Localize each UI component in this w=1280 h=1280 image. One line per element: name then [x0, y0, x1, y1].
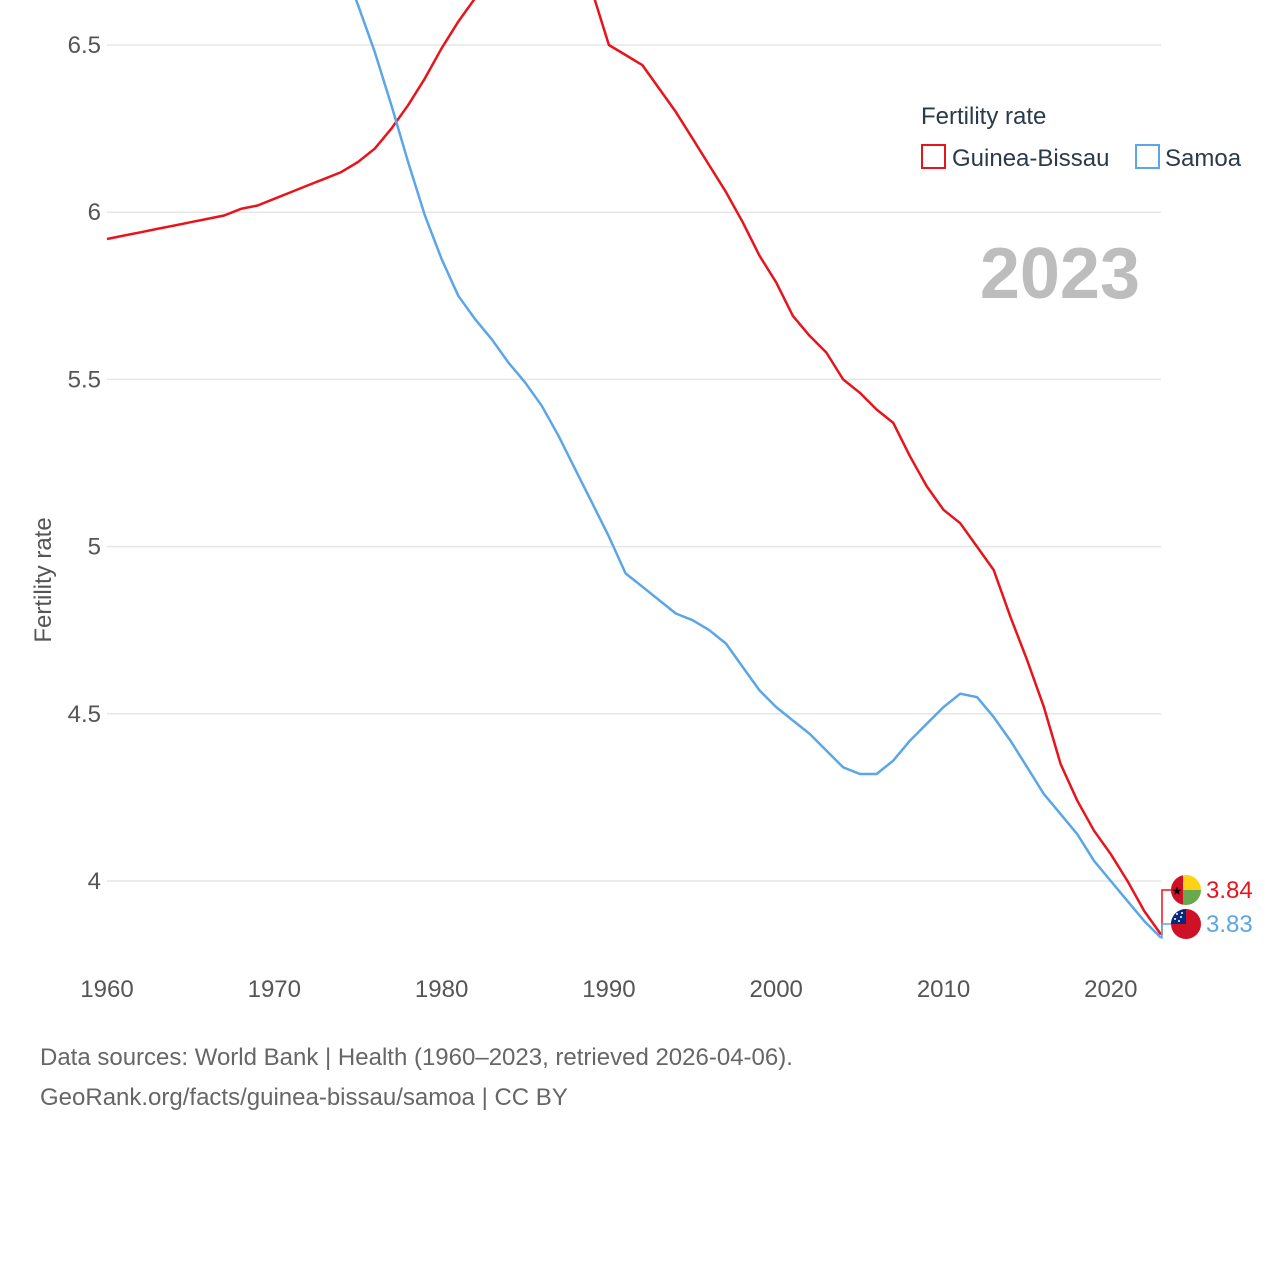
gridlines — [107, 44, 1161, 882]
current-year-label: 2023 — [980, 234, 1140, 314]
legend-label-samoa[interactable]: Samoa — [1165, 145, 1242, 172]
x-tick-label: 1990 — [582, 976, 635, 1003]
end-value-samoa: 3.83 — [1206, 911, 1253, 938]
source-line: Data sources: World Bank | Health (1960–… — [40, 1044, 793, 1071]
end-markers: ★ 3.84 3.83 — [1161, 875, 1253, 939]
y-axis-label: Fertility rate — [30, 517, 57, 642]
x-tick-label: 1960 — [80, 976, 133, 1003]
y-tick-label: 6 — [88, 199, 101, 226]
y-tick-label: 4.5 — [68, 701, 101, 728]
legend-swatch-samoa[interactable] — [1135, 144, 1160, 169]
y-axis-ticks: 44.555.566.577.5 — [68, 32, 101, 895]
legend: Fertility rate Guinea-Bissau Samoa — [921, 103, 1242, 172]
series-line-samoa[interactable] — [107, 0, 1162, 939]
series-lines — [106, 0, 1163, 939]
connector-samoa — [1161, 923, 1171, 939]
guinea-bissau-flag-icon: ★ — [1171, 875, 1201, 905]
y-tick-label: 6.5 — [68, 32, 101, 59]
end-value-guinea-bissau: 3.84 — [1206, 877, 1253, 904]
samoa-flag-icon — [1171, 909, 1201, 939]
legend-swatch-guinea-bissau[interactable] — [921, 144, 946, 169]
x-tick-label: 2020 — [1084, 976, 1137, 1003]
legend-title: Fertility rate — [921, 103, 1046, 130]
legend-label-guinea-bissau[interactable]: Guinea-Bissau — [952, 145, 1109, 172]
svg-text:★: ★ — [1172, 884, 1183, 898]
x-tick-label: 1970 — [248, 976, 301, 1003]
x-tick-label: 2010 — [917, 976, 970, 1003]
attribution-line[interactable]: GeoRank.org/facts/guinea-bissau/samoa | … — [40, 1084, 568, 1111]
x-tick-label: 2000 — [750, 976, 803, 1003]
y-tick-label: 5.5 — [68, 366, 101, 393]
series-line-guinea-bissau[interactable] — [106, 0, 1163, 936]
x-axis-ticks: 1960 1970 1980 1990 2000 2010 2020 — [80, 976, 1137, 1003]
y-tick-label: 4 — [88, 868, 101, 895]
y-tick-label: 5 — [88, 534, 101, 561]
x-tick-label: 1980 — [415, 976, 468, 1003]
